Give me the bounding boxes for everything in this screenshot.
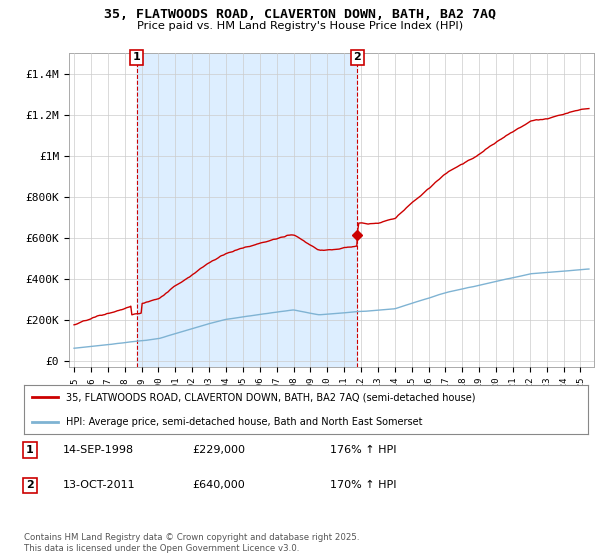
Text: £229,000: £229,000 [192,445,245,455]
Text: 35, FLATWOODS ROAD, CLAVERTON DOWN, BATH, BA2 7AQ: 35, FLATWOODS ROAD, CLAVERTON DOWN, BATH… [104,8,496,21]
Bar [137,53,358,367]
Text: 170% ↑ HPI: 170% ↑ HPI [330,480,397,491]
Text: Contains HM Land Registry data © Crown copyright and database right 2025.
This d: Contains HM Land Registry data © Crown c… [24,533,359,553]
Text: 1: 1 [26,445,34,455]
Text: 176% ↑ HPI: 176% ↑ HPI [330,445,397,455]
Text: 2: 2 [353,52,361,62]
Text: 1: 1 [133,52,140,62]
Text: 14-SEP-1998: 14-SEP-1998 [63,445,134,455]
Text: 2: 2 [26,480,34,491]
Text: Price paid vs. HM Land Registry's House Price Index (HPI): Price paid vs. HM Land Registry's House … [137,21,463,31]
Text: 13-OCT-2011: 13-OCT-2011 [63,480,136,491]
Text: 35, FLATWOODS ROAD, CLAVERTON DOWN, BATH, BA2 7AQ (semi-detached house): 35, FLATWOODS ROAD, CLAVERTON DOWN, BATH… [66,392,476,402]
Text: £640,000: £640,000 [192,480,245,491]
Text: HPI: Average price, semi-detached house, Bath and North East Somerset: HPI: Average price, semi-detached house,… [66,417,423,427]
